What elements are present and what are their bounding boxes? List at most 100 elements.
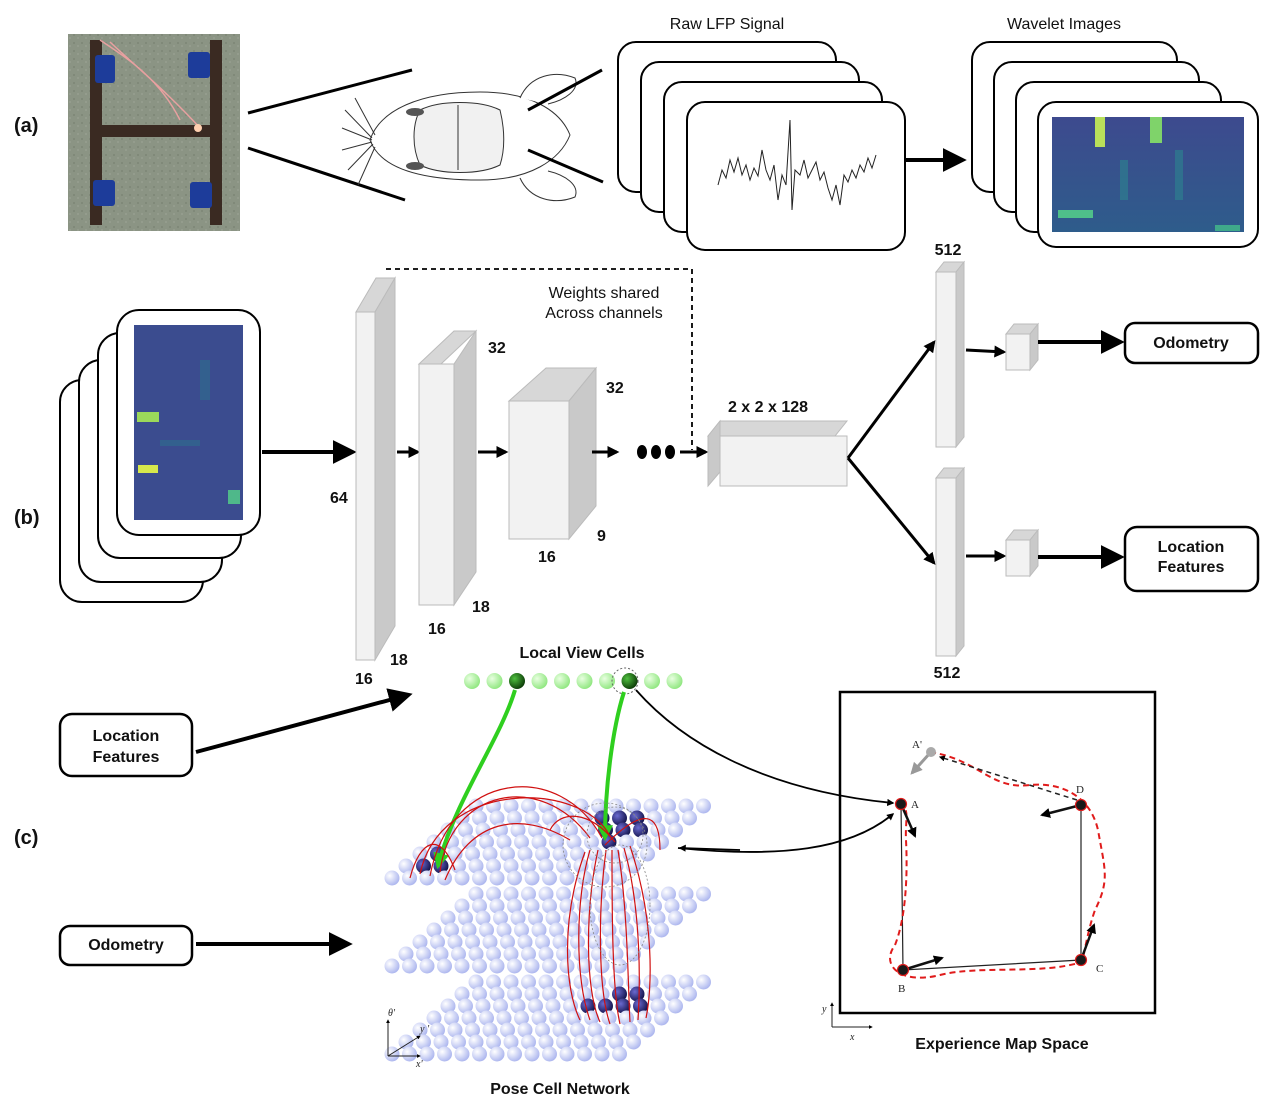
pose-cell [468, 974, 484, 990]
pose-cell [461, 922, 477, 938]
pose-cell [531, 922, 547, 938]
pose-cell [587, 1022, 603, 1038]
lfp-waveform [717, 119, 877, 211]
pose-cell [412, 934, 428, 950]
pose-cell [647, 810, 662, 826]
pose-cell [437, 1046, 452, 1062]
pose-cell [503, 974, 519, 990]
layer3-depth-label: 9 [597, 528, 606, 545]
pose-cell [426, 1010, 442, 1026]
pose-cell [556, 974, 571, 990]
pose-cell [587, 934, 603, 950]
pose-cell [440, 998, 456, 1014]
pose-cell [626, 798, 641, 814]
pose-cell [521, 886, 536, 902]
pose-cell [629, 898, 645, 914]
pose-cell [517, 934, 533, 950]
pose-cell [496, 1010, 512, 1026]
pose-cell [647, 898, 662, 914]
pose-cell [500, 1022, 515, 1038]
layer2-depth-label: 18 [472, 599, 490, 616]
pose-cell [612, 1046, 627, 1062]
pose-cell [594, 898, 610, 914]
location-input-line2: Features [93, 749, 160, 766]
pose-cell [489, 1046, 505, 1062]
shared-weights-line2: Across channels [545, 305, 662, 322]
arrow-map-to-pose [677, 813, 895, 853]
pose-cell [542, 1046, 557, 1062]
active-pose-cell [633, 822, 648, 838]
location-output-line2: Features [1158, 559, 1225, 576]
odometry-input-box [58, 924, 194, 967]
zoom-line-bottom [247, 146, 406, 202]
layer2-top-label: 32 [488, 340, 506, 357]
pose-cell [570, 934, 585, 950]
layer2-width-label: 16 [428, 621, 446, 638]
experience-map-frame [838, 690, 1157, 1015]
pose-cell [482, 934, 498, 950]
pose-cell [661, 886, 676, 902]
pose-cell [615, 910, 631, 926]
pose-cell [472, 898, 487, 914]
pose-cell [643, 974, 659, 990]
pose-cell [486, 1034, 501, 1050]
pose-cell [594, 1046, 610, 1062]
pose-cell [577, 986, 592, 1002]
pose-cell [678, 974, 694, 990]
pose-cell [556, 858, 571, 874]
pose-cell [465, 1022, 480, 1038]
pose-cell [591, 798, 606, 814]
pose-cell [577, 1046, 592, 1062]
bottleneck-block [706, 419, 849, 488]
fc-bottom-label: 512 [934, 665, 961, 682]
shared-weights-line1: Weights shared [549, 285, 660, 302]
pose-cell [577, 958, 592, 974]
pose-cell [521, 798, 536, 814]
view-cell [576, 673, 593, 689]
fc-layer-bottom [934, 466, 966, 658]
pose-cell [559, 1046, 575, 1062]
pose-cell [398, 946, 414, 962]
panel-label-c: (c) [14, 827, 38, 849]
pose-cell-title: Pose Cell Network [490, 1081, 630, 1098]
pose-cell [486, 858, 501, 874]
view-cell [666, 673, 683, 689]
pose-cell [514, 1010, 529, 1026]
pose-cell [475, 822, 491, 838]
pose-cell [573, 1034, 589, 1050]
pose-cell [419, 958, 435, 974]
map-node-A: A [911, 799, 919, 811]
pose-cell [664, 898, 680, 914]
pose-cell [507, 958, 522, 974]
pose-cell [643, 798, 659, 814]
pose-cell [475, 910, 491, 926]
pose-cell [542, 958, 557, 974]
conv-layer-3 [507, 366, 598, 541]
pose-cell [531, 834, 547, 850]
pose-cell [612, 958, 627, 974]
panel-label-a: (a) [14, 115, 38, 137]
pose-cell [552, 934, 568, 950]
pose-cell [531, 1010, 547, 1026]
view-cell [486, 673, 503, 689]
pose-cell [458, 910, 473, 926]
pose-cell [482, 1022, 498, 1038]
pose-cell [468, 858, 484, 874]
pose-cell [524, 898, 540, 914]
green-link-right [597, 691, 626, 842]
pose-cell [433, 946, 449, 962]
pose-cell [426, 922, 442, 938]
pose-cell [580, 910, 596, 926]
pose-axes [386, 1019, 421, 1058]
pose-cell [503, 946, 519, 962]
pose-cell [507, 898, 522, 914]
pose-cell [678, 798, 694, 814]
pose-cell [535, 846, 550, 862]
pose-cell [447, 846, 463, 862]
pose-cell [552, 846, 568, 862]
panel-label-b: (b) [14, 507, 40, 529]
arrow-view-cell-to-map [635, 689, 895, 807]
active-pose-cell [629, 986, 645, 1002]
pose-cell [545, 910, 561, 926]
